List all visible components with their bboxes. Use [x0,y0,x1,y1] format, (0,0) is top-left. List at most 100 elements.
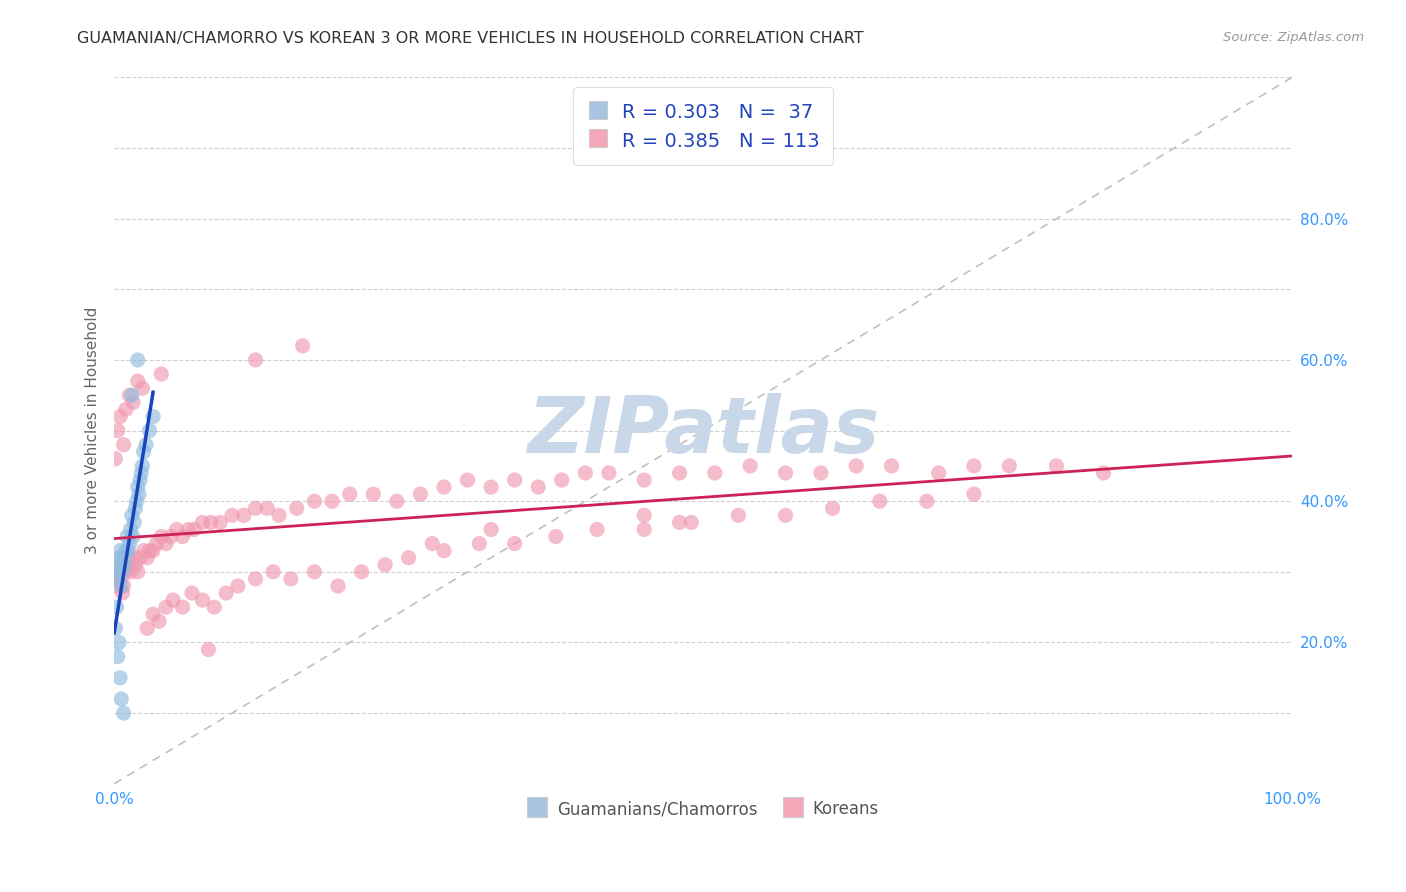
Point [129,466,152,480]
Point [105,579,128,593]
Point [138,424,160,438]
Point [586,523,609,537]
Point [132,444,155,458]
Point [1092,466,1115,480]
Point [668,516,690,530]
Point [668,466,690,480]
Point [118,536,141,550]
Point [136,621,159,635]
Point [107,565,129,579]
Point [108,543,131,558]
Point [108,550,131,565]
Point [385,494,408,508]
Point [145,536,167,550]
Point [135,438,157,452]
Point [633,473,655,487]
Point [122,516,145,530]
Point [127,480,149,494]
Point [129,550,152,565]
Point [142,607,165,622]
Point [479,480,502,494]
Point [108,409,131,424]
Point [245,353,267,368]
Point [633,523,655,537]
Point [124,558,146,572]
Point [963,487,986,501]
Point [928,466,950,480]
Point [142,409,165,424]
Point [197,642,219,657]
Point [110,572,132,586]
Point [107,649,129,664]
Point [350,565,373,579]
Point [191,593,214,607]
Point [285,501,308,516]
Point [202,600,225,615]
Point [245,501,267,516]
Point [633,508,655,523]
Point [108,671,131,685]
Point [155,536,177,550]
Point [155,600,177,615]
Point [117,543,139,558]
Point [115,402,138,417]
Point [172,600,194,615]
Point [142,543,165,558]
Point [998,458,1021,473]
Point [326,579,349,593]
Point [122,550,145,565]
Point [110,579,132,593]
Point [111,565,134,579]
Point [503,473,526,487]
Point [136,550,159,565]
Point [200,516,222,530]
Point [114,558,136,572]
Text: Source: ZipAtlas.com: Source: ZipAtlas.com [1223,31,1364,45]
Point [880,458,903,473]
Point [122,395,145,409]
Point [433,543,456,558]
Point [209,516,232,530]
Point [128,487,150,501]
Point [118,388,141,402]
Point [291,339,314,353]
Point [262,565,284,579]
Point [468,536,491,550]
Point [138,543,160,558]
Point [131,458,153,473]
Point [125,494,148,508]
Point [845,458,868,473]
Point [112,550,135,565]
Point [124,501,146,516]
Point [598,466,620,480]
Point [821,501,844,516]
Point [148,615,170,629]
Point [398,550,420,565]
Point [775,466,797,480]
Point [115,543,138,558]
Point [963,458,986,473]
Point [108,635,131,649]
Text: GUAMANIAN/CHAMORRO VS KOREAN 3 OR MORE VEHICLES IN HOUSEHOLD CORRELATION CHART: GUAMANIAN/CHAMORRO VS KOREAN 3 OR MORE V… [77,31,863,46]
Point [127,565,149,579]
Point [108,565,131,579]
Point [131,381,153,395]
Point [409,487,432,501]
Point [111,586,134,600]
Point [503,536,526,550]
Point [304,565,326,579]
Point [915,494,938,508]
Point [166,523,188,537]
Point [150,367,173,381]
Point [304,494,326,508]
Point [810,466,832,480]
Point [107,565,129,579]
Point [127,353,149,368]
Point [232,508,254,523]
Point [245,572,267,586]
Point [121,388,143,402]
Point [740,458,762,473]
Point [110,692,132,706]
Point [114,565,136,579]
Point [215,586,238,600]
